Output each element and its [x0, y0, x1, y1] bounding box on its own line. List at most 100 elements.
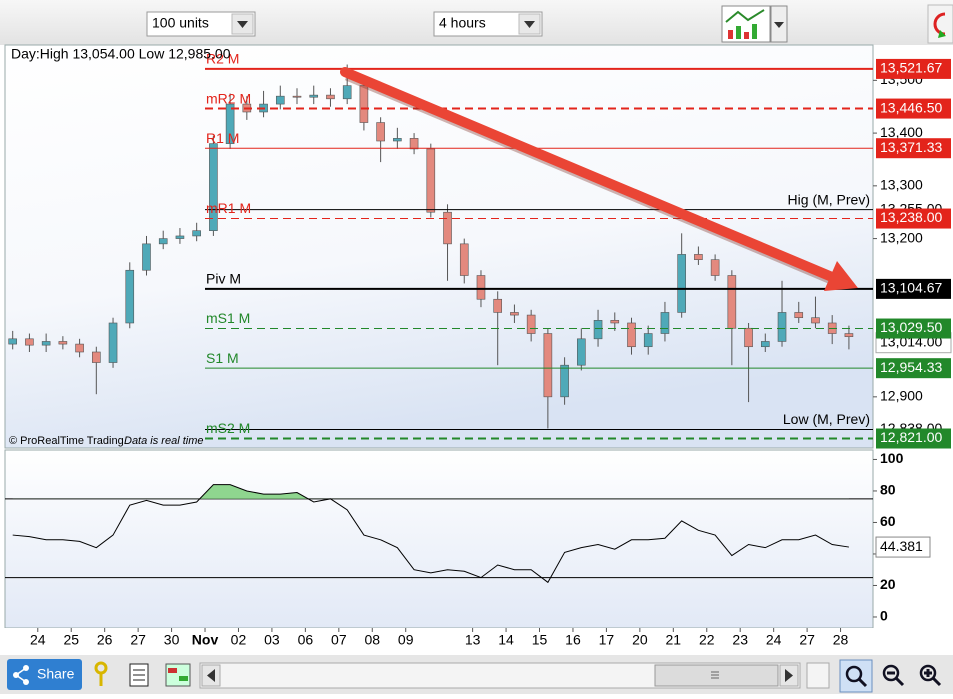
candle-body — [175, 235, 185, 239]
candle-body — [811, 317, 820, 324]
candle-body — [292, 95, 302, 98]
candle-body — [727, 275, 737, 329]
x-tick-label: 22 — [699, 632, 715, 648]
candle-body — [142, 243, 151, 271]
y-tick-label: 12,900 — [880, 388, 923, 404]
candle-body — [794, 312, 804, 319]
candle-body — [326, 94, 335, 100]
y-tick-label: 100 — [880, 450, 904, 466]
rsi-last-box — [875, 536, 931, 558]
level-name: S1 M — [206, 350, 239, 366]
x-tick-label: 30 — [164, 632, 180, 648]
level-name: mR1 M — [206, 200, 251, 216]
y-tick-label: 60 — [880, 513, 896, 529]
overbought-fill — [199, 484, 309, 499]
share-label: Share — [37, 666, 75, 682]
x-tick-label: 14 — [498, 632, 514, 648]
level-value-box — [876, 428, 951, 449]
candle-body — [426, 148, 436, 213]
zoom-icons[interactable] — [806, 659, 942, 693]
tool-icons[interactable] — [94, 661, 191, 687]
candle-body — [710, 259, 720, 276]
x-tick-label: 20 — [632, 632, 648, 648]
level-value-box — [876, 58, 951, 79]
candle-body — [476, 275, 486, 300]
x-tick-label: 03 — [264, 632, 280, 648]
candle-body — [192, 230, 201, 237]
x-tick-label: 09 — [398, 632, 414, 648]
level-value-label: 13,104.67 — [880, 280, 942, 296]
candle-body — [459, 243, 469, 276]
x-tick-label: 08 — [364, 632, 380, 648]
level-name: mS2 M — [206, 420, 250, 436]
candle-body — [844, 333, 854, 338]
candle-body — [376, 122, 385, 142]
level-value-label: 13,238.00 — [880, 209, 942, 225]
level-name: R2 M — [206, 51, 239, 67]
day-info: Day:High 13,054.00 Low 12,985.00 — [11, 46, 231, 62]
level-value-box — [876, 318, 951, 339]
rsi-pane — [4, 449, 874, 629]
scrollbar[interactable] — [199, 662, 801, 689]
y-tick-label: 0 — [880, 608, 888, 624]
x-tick-label: Nov — [192, 632, 219, 648]
x-tick-label: 25 — [63, 632, 79, 648]
candle-body — [393, 138, 402, 142]
level-value-label: 13,446.50 — [880, 99, 942, 115]
copyright: © ProRealTime Trading — [9, 435, 124, 447]
price-plot: R2 M mR2 M R1 M Hig (M, Prev) mR1 M Piv M mS1 … — [8, 51, 873, 440]
candle-body — [209, 143, 218, 231]
trend-arrow — [340, 67, 858, 291]
y-tick-label: 13,300 — [880, 177, 923, 193]
y-tick-label: 13,400 — [880, 124, 923, 140]
candle-body — [108, 322, 118, 363]
data-note: Data is real time — [124, 435, 203, 447]
candle-body — [41, 341, 51, 346]
x-tick-label: 21 — [666, 632, 682, 648]
x-tick-label: 02 — [231, 632, 247, 648]
x-tick-label: 24 — [30, 632, 46, 648]
candle-body — [275, 95, 285, 105]
y-tick-label: 13,200 — [880, 229, 923, 245]
axes: 24 25 26 27 30 Nov 02 03 06 07 08 09 13 14 15 16 17 20 21 2… — [30, 58, 952, 648]
candle-body — [543, 333, 553, 398]
candle-body — [493, 298, 503, 313]
level-value-label: 13,371.33 — [880, 139, 942, 155]
x-tick-label: 27 — [130, 632, 146, 648]
candle-body — [92, 351, 101, 363]
candle-body — [593, 320, 603, 340]
y-tick-label: 20 — [880, 576, 896, 592]
rsi-plot — [5, 484, 873, 584]
candle-body — [58, 341, 68, 345]
candle-body — [660, 312, 670, 334]
level-name: Hig (M, Prev) — [788, 191, 870, 207]
candle-body — [760, 341, 770, 348]
x-tick-label: 28 — [833, 632, 849, 648]
candle-body — [225, 103, 235, 144]
units-label: 100 units — [152, 15, 209, 31]
level-value-box — [876, 358, 951, 379]
date-axis-area — [0, 628, 953, 655]
candle-body — [309, 94, 319, 98]
timeframe-dropdown[interactable]: 4 hours — [433, 11, 543, 37]
indicator-button[interactable] — [721, 5, 788, 43]
x-tick-label: 07 — [331, 632, 347, 648]
level-name: Piv M — [206, 271, 241, 287]
candle-body — [526, 314, 536, 334]
x-tick-label: 06 — [298, 632, 314, 648]
x-tick-label: 13 — [465, 632, 481, 648]
x-tick-label: 17 — [599, 632, 615, 648]
units-dropdown[interactable]: 100 units — [146, 11, 256, 37]
x-tick-label: 16 — [565, 632, 581, 648]
level-name: mR2 M — [206, 90, 251, 106]
share-button[interactable]: Share — [7, 659, 82, 690]
candle-body — [75, 343, 84, 353]
candle-body — [677, 254, 686, 313]
candle-body — [158, 238, 168, 245]
x-tick-label: 27 — [799, 632, 815, 648]
candle-body — [610, 320, 620, 324]
level-value-box — [876, 138, 951, 159]
candle-body — [25, 338, 34, 346]
refresh-icon[interactable] — [927, 4, 953, 44]
